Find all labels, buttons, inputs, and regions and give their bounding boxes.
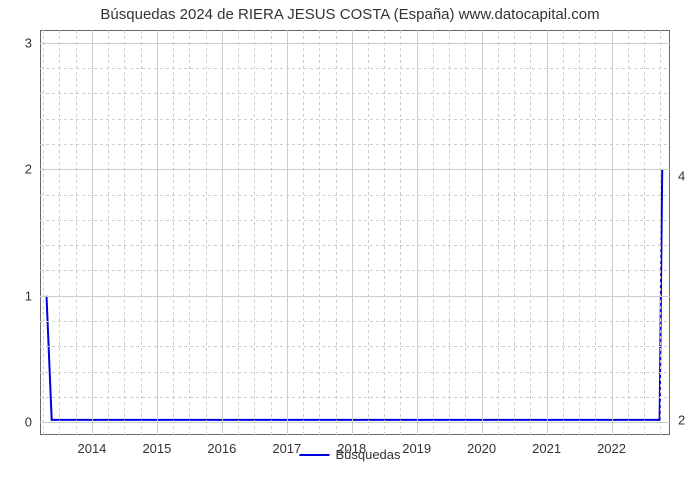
y-minor-gridline: [40, 68, 670, 69]
y2-tick-label: 4: [670, 168, 685, 183]
x-minor-gridline: [644, 30, 645, 435]
x-minor-gridline: [530, 30, 531, 435]
axis-border-left: [40, 30, 41, 435]
y-minor-gridline: [40, 346, 670, 347]
y-minor-gridline: [40, 119, 670, 120]
x-tick-label: 2022: [597, 435, 626, 456]
y2-tick-label: 2: [670, 412, 685, 427]
x-minor-gridline: [628, 30, 629, 435]
plot-area: 0123201420152016201720182019202020212022…: [40, 30, 670, 435]
x-minor-gridline: [238, 30, 239, 435]
x-gridline: [612, 30, 613, 435]
x-minor-gridline: [319, 30, 320, 435]
x-minor-gridline: [76, 30, 77, 435]
x-minor-gridline: [368, 30, 369, 435]
legend: Búsquedas: [299, 447, 400, 462]
x-minor-gridline: [660, 30, 661, 435]
x-minor-gridline: [254, 30, 255, 435]
y-gridline: [40, 422, 670, 423]
x-minor-gridline: [108, 30, 109, 435]
x-minor-gridline: [514, 30, 515, 435]
y-minor-gridline: [40, 270, 670, 271]
x-gridline: [92, 30, 93, 435]
legend-label: Búsquedas: [335, 447, 400, 462]
x-minor-gridline: [43, 30, 44, 435]
y-minor-gridline: [40, 93, 670, 94]
x-gridline: [547, 30, 548, 435]
chart-title: Búsquedas 2024 de RIERA JESUS COSTA (Esp…: [0, 6, 700, 23]
y-minor-gridline: [40, 144, 670, 145]
x-minor-gridline: [206, 30, 207, 435]
y-minor-gridline: [40, 245, 670, 246]
x-gridline: [417, 30, 418, 435]
chart-container: Búsquedas 2024 de RIERA JESUS COSTA (Esp…: [0, 0, 700, 500]
x-minor-gridline: [563, 30, 564, 435]
x-minor-gridline: [433, 30, 434, 435]
x-minor-gridline: [498, 30, 499, 435]
x-minor-gridline: [465, 30, 466, 435]
x-gridline: [222, 30, 223, 435]
x-gridline: [157, 30, 158, 435]
y-tick-label: 0: [25, 415, 40, 430]
x-minor-gridline: [449, 30, 450, 435]
y-tick-label: 3: [25, 35, 40, 50]
x-tick-label: 2019: [402, 435, 431, 456]
y-gridline: [40, 169, 670, 170]
x-tick-label: 2020: [467, 435, 496, 456]
y-minor-gridline: [40, 321, 670, 322]
y-gridline: [40, 43, 670, 44]
y-minor-gridline: [40, 397, 670, 398]
axis-border-top: [40, 30, 670, 31]
y-minor-gridline: [40, 195, 670, 196]
y-minor-gridline: [40, 372, 670, 373]
y-gridline: [40, 296, 670, 297]
axis-border-right: [669, 30, 670, 435]
x-minor-gridline: [189, 30, 190, 435]
x-minor-gridline: [336, 30, 337, 435]
x-minor-gridline: [124, 30, 125, 435]
y-tick-label: 2: [25, 162, 40, 177]
x-minor-gridline: [303, 30, 304, 435]
x-minor-gridline: [595, 30, 596, 435]
line-layer: [40, 30, 670, 435]
y-minor-gridline: [40, 220, 670, 221]
series-line: [46, 169, 662, 420]
x-minor-gridline: [384, 30, 385, 435]
x-gridline: [352, 30, 353, 435]
x-tick-label: 2021: [532, 435, 561, 456]
x-tick-label: 2016: [207, 435, 236, 456]
y-tick-label: 1: [25, 288, 40, 303]
x-tick-label: 2014: [77, 435, 106, 456]
x-minor-gridline: [173, 30, 174, 435]
x-minor-gridline: [141, 30, 142, 435]
x-minor-gridline: [579, 30, 580, 435]
x-gridline: [482, 30, 483, 435]
x-tick-label: 2015: [142, 435, 171, 456]
x-gridline: [287, 30, 288, 435]
x-tick-label: 2017: [272, 435, 301, 456]
x-minor-gridline: [271, 30, 272, 435]
legend-swatch: [299, 454, 329, 456]
x-minor-gridline: [59, 30, 60, 435]
x-minor-gridline: [400, 30, 401, 435]
